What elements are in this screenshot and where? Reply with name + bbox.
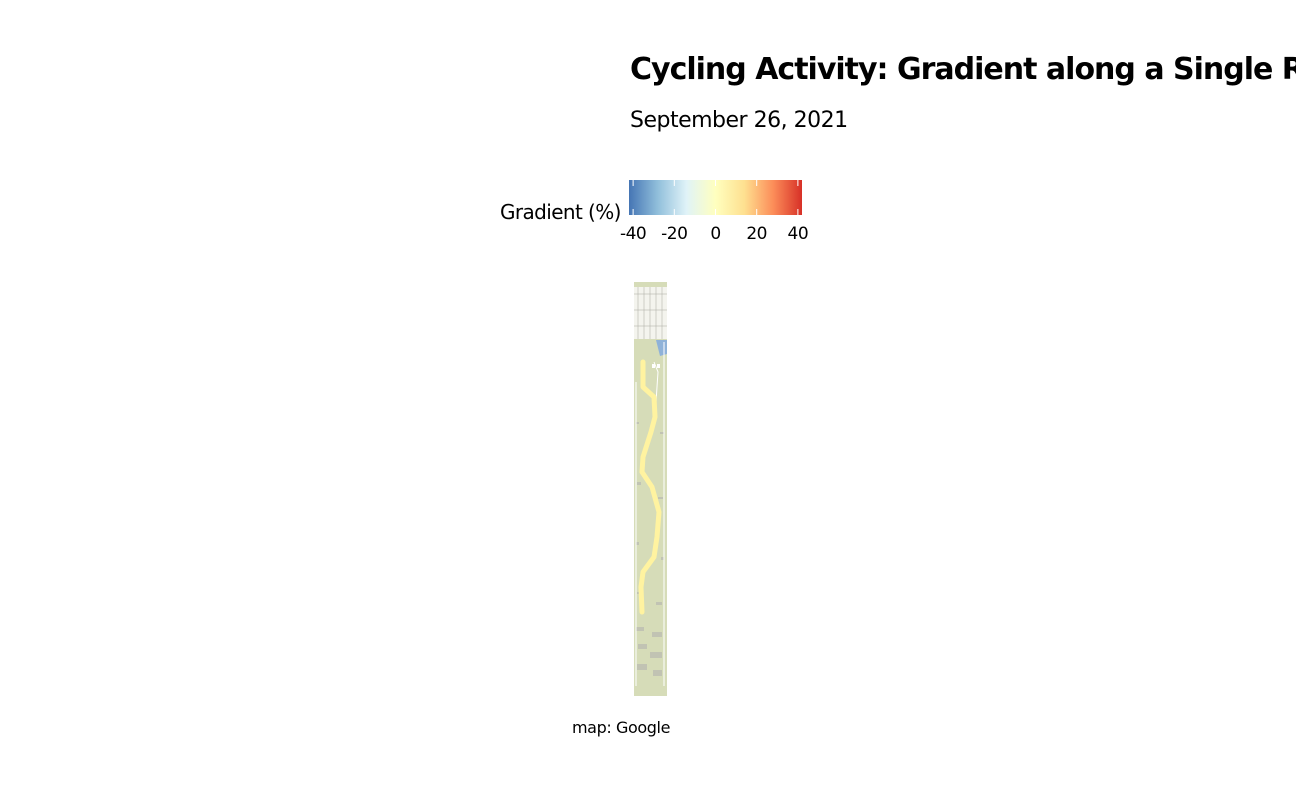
colorbar-tick-label: -20 [661, 224, 688, 244]
chart-subtitle: September 26, 2021 [630, 108, 848, 133]
colorbar-ticks [632, 180, 799, 215]
colorbar-tick-label: 0 [710, 224, 721, 244]
gradient-colorbar [629, 180, 802, 215]
map-label-marks [652, 364, 660, 368]
map-grid-area [634, 287, 667, 339]
colorbar-tick-label: 20 [746, 224, 767, 244]
map-roads [635, 342, 665, 696]
chart-title: Cycling Activity: Gradient along a Singl… [630, 52, 1296, 87]
colorbar-tick-label: -40 [619, 224, 647, 244]
map-urban-texture [636, 422, 664, 676]
map-grid-lines [634, 287, 667, 339]
colorbar-tick-label: 40 [787, 224, 809, 244]
map-attribution: map: Google [572, 718, 671, 737]
route-map [634, 282, 667, 696]
legend-title: Gradient (%) [500, 200, 621, 224]
map-bottom-strip [634, 686, 667, 696]
cycling-route [638, 359, 662, 615]
